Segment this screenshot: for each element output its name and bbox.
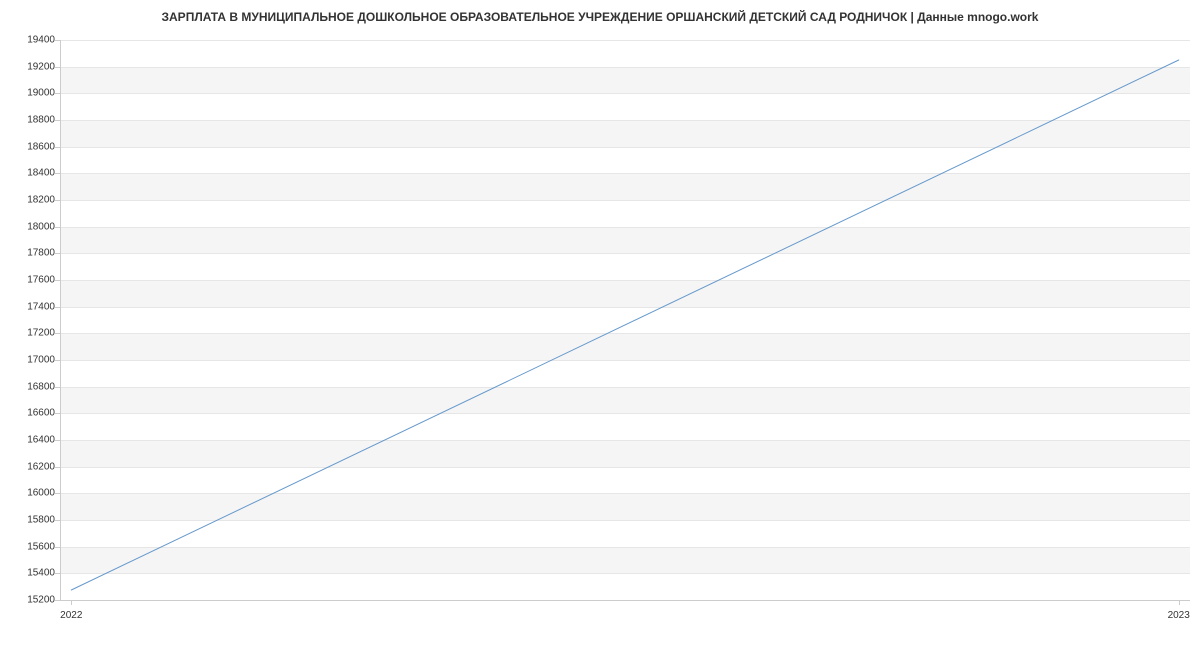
y-tick-label: 19200 (27, 61, 55, 72)
y-tick-label: 16200 (27, 461, 55, 472)
y-tick-mark (55, 173, 60, 174)
y-tick-mark (55, 280, 60, 281)
y-tick-mark (55, 467, 60, 468)
y-tick-mark (55, 40, 60, 41)
y-tick-mark (55, 360, 60, 361)
y-tick-mark (55, 547, 60, 548)
y-tick-label: 19000 (27, 88, 55, 99)
x-tick-mark (1179, 600, 1180, 605)
x-tick-label: 2022 (60, 610, 82, 621)
plot-area (60, 40, 1190, 600)
y-axis (60, 40, 61, 600)
y-tick-mark (55, 147, 60, 148)
y-tick-mark (55, 413, 60, 414)
y-tick-label: 17800 (27, 248, 55, 259)
y-tick-mark (55, 227, 60, 228)
y-tick-mark (55, 67, 60, 68)
y-tick-mark (55, 387, 60, 388)
y-tick-label: 16000 (27, 488, 55, 499)
y-tick-label: 16600 (27, 408, 55, 419)
y-tick-label: 15400 (27, 568, 55, 579)
y-tick-mark (55, 573, 60, 574)
chart-title: ЗАРПЛАТА В МУНИЦИПАЛЬНОЕ ДОШКОЛЬНОЕ ОБРА… (0, 0, 1200, 29)
y-tick-mark (55, 120, 60, 121)
y-tick-label: 17600 (27, 275, 55, 286)
y-tick-mark (55, 333, 60, 334)
y-tick-mark (55, 493, 60, 494)
y-tick-label: 18600 (27, 141, 55, 152)
y-tick-label: 19400 (27, 35, 55, 46)
x-tick-label: 2023 (1168, 610, 1190, 621)
y-tick-mark (55, 307, 60, 308)
y-tick-label: 18800 (27, 115, 55, 126)
y-tick-label: 17400 (27, 301, 55, 312)
y-tick-label: 16800 (27, 381, 55, 392)
y-tick-label: 17200 (27, 328, 55, 339)
y-tick-mark (55, 520, 60, 521)
y-tick-label: 16400 (27, 435, 55, 446)
y-tick-mark (55, 440, 60, 441)
y-tick-label: 18200 (27, 195, 55, 206)
x-axis (60, 600, 1190, 601)
line-series (60, 40, 1190, 600)
x-tick-mark (71, 600, 72, 605)
y-tick-label: 17000 (27, 355, 55, 366)
y-tick-mark (55, 93, 60, 94)
y-tick-mark (55, 600, 60, 601)
y-tick-mark (55, 200, 60, 201)
salary-chart: ЗАРПЛАТА В МУНИЦИПАЛЬНОЕ ДОШКОЛЬНОЕ ОБРА… (0, 0, 1200, 650)
y-tick-label: 15800 (27, 515, 55, 526)
y-tick-label: 15200 (27, 595, 55, 606)
y-tick-label: 18400 (27, 168, 55, 179)
y-tick-mark (55, 253, 60, 254)
y-tick-label: 15600 (27, 541, 55, 552)
y-tick-label: 18000 (27, 221, 55, 232)
